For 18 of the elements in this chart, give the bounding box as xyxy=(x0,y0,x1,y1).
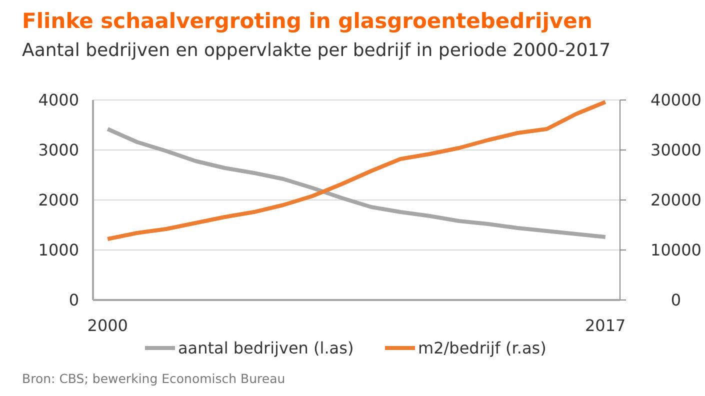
y2-tick-label: 10000 xyxy=(650,240,702,260)
legend-label: m2/bedrijf (r.as) xyxy=(418,338,546,358)
legend-label: aantal bedrijven (l.as) xyxy=(178,338,354,358)
y-tick-label: 3000 xyxy=(38,140,79,160)
line-series xyxy=(106,127,608,239)
y-tick-label: 1000 xyxy=(38,240,79,260)
text: Bron: CBS; bewerking Economisch Bureau xyxy=(22,371,286,386)
y2-tick-label: 40000 xyxy=(650,90,702,110)
y-tick-label: 2000 xyxy=(38,190,79,210)
y-tick-label: 4000 xyxy=(38,90,79,110)
chart-title: Flinke schaalvergroting in glasgroentebedrijven xyxy=(22,9,592,33)
y2-tick-label: 30000 xyxy=(650,140,702,160)
y-tick-label: 0 xyxy=(68,290,79,310)
line-series xyxy=(106,100,608,241)
y2-tick-label: 0 xyxy=(670,290,682,310)
x-tick-label: 2017 xyxy=(585,316,626,335)
chart-subtitle: Aantal bedrijven en oppervlakte per bedrijf in periode 2000-2017 xyxy=(22,40,611,61)
y2-tick-label: 20000 xyxy=(650,190,702,210)
